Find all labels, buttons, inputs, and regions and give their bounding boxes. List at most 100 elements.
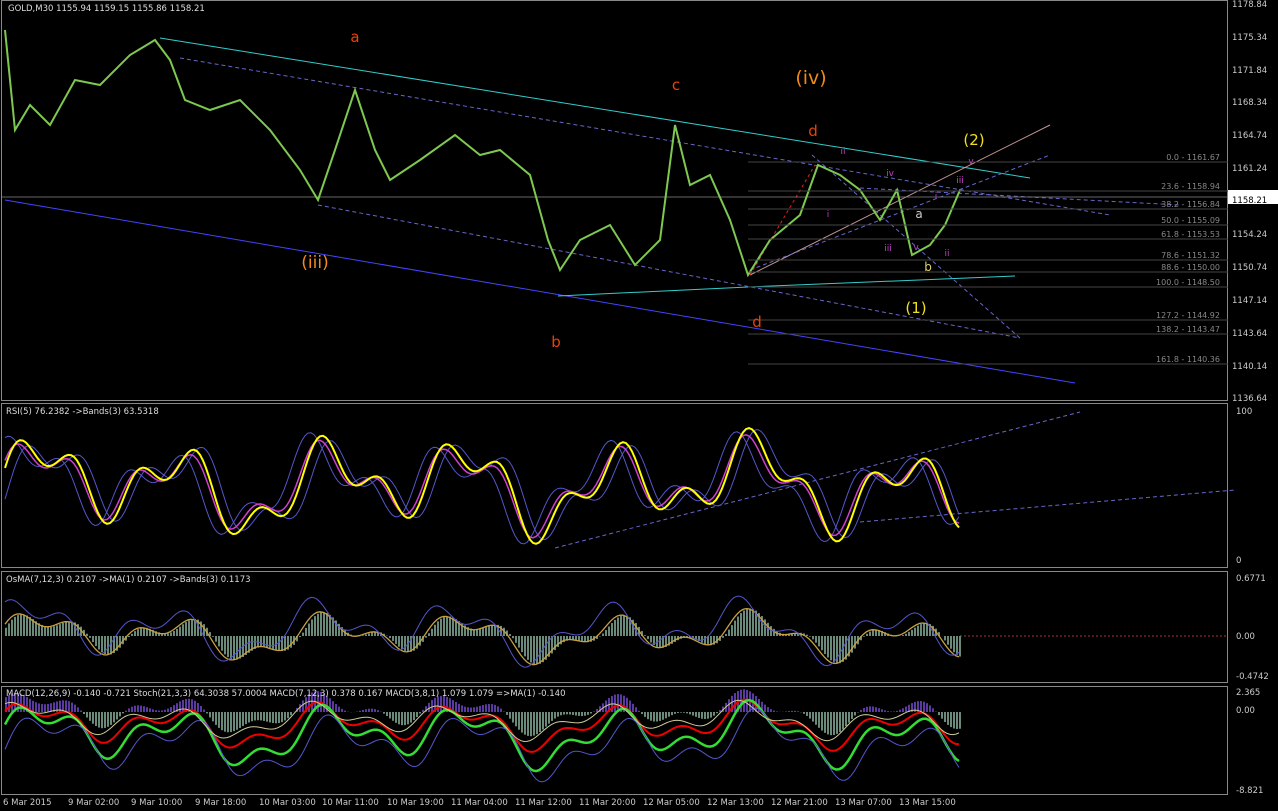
macd-hist: [131, 706, 133, 712]
macd-hist: [917, 701, 919, 712]
stoch: [3, 698, 960, 773]
macd-hist: [473, 707, 475, 712]
osma-bar: [440, 618, 442, 636]
osma-bar: [467, 627, 469, 636]
fib-label: 88.6 - 1150.00: [1161, 263, 1220, 272]
osma-bar: [578, 636, 580, 641]
osma-bar: [545, 636, 547, 660]
wave-label: iii: [956, 176, 964, 186]
osma-bar: [71, 621, 73, 636]
macd-hist: [827, 712, 829, 735]
osma-bar: [269, 636, 271, 648]
macd-hist: [98, 712, 100, 728]
fib-label: 50.0 - 1155.09: [1161, 216, 1220, 225]
macd-hist: [533, 712, 535, 736]
osma-bar: [20, 614, 22, 636]
osma-bar: [431, 628, 433, 636]
macd-hist: [953, 712, 955, 729]
osma-bar: [395, 636, 397, 644]
wave-label: c: [672, 76, 680, 94]
macd-hist: [107, 712, 109, 727]
osma-bar: [836, 636, 838, 664]
osma-bar: [239, 636, 241, 659]
osma-bar: [947, 636, 949, 645]
wave-label: b: [924, 260, 932, 274]
osma-bar: [338, 623, 340, 636]
macd-fast: [4, 707, 960, 783]
macd-hist: [125, 710, 127, 712]
osma-bar: [218, 636, 220, 647]
osma-bar: [635, 623, 637, 636]
macd-hist: [668, 712, 670, 717]
macd-hist: [539, 712, 541, 733]
osma-bar: [650, 636, 652, 643]
osma-bar: [584, 636, 586, 642]
macd-hist: [548, 712, 550, 724]
osma-bar: [884, 632, 886, 636]
macd-hist: [35, 702, 37, 712]
osma-bar: [521, 636, 523, 653]
osma-bar: [821, 636, 823, 651]
time-label: 9 Mar 10:00: [131, 798, 182, 808]
macd-hist: [653, 712, 655, 722]
macd-hist: [341, 708, 343, 712]
macd-hist: [704, 712, 706, 720]
osma-bar: [308, 623, 310, 636]
macd-hist: [134, 705, 136, 712]
osma-bar: [653, 636, 655, 646]
macd-hist: [701, 712, 703, 719]
osma-bar: [875, 629, 877, 636]
osma-bar: [158, 632, 160, 636]
macd-hist: [911, 703, 913, 712]
macd-hist: [824, 712, 826, 733]
osma-bar: [449, 616, 451, 636]
osma-bar: [743, 610, 745, 636]
osma-bar: [950, 636, 952, 649]
fib-label: 61.8 - 1153.53: [1161, 230, 1220, 239]
macd-hist: [488, 703, 490, 712]
osma-bar: [284, 636, 286, 651]
osma-bar: [17, 615, 19, 636]
macd-hist: [794, 710, 796, 712]
fib-label: 23.6 - 1158.94: [1161, 182, 1220, 191]
osma-bar: [191, 619, 193, 636]
macd-hist: [881, 709, 883, 712]
osma-bar: [86, 633, 88, 636]
macd-hist: [476, 706, 478, 712]
macd-hist: [368, 708, 370, 712]
macd-hist: [848, 712, 850, 723]
price-label: 1161.24: [1232, 164, 1267, 174]
macd-hist: [650, 712, 652, 721]
macd-hist: [290, 712, 292, 716]
osma-bar: [905, 633, 907, 636]
macd-hist: [188, 698, 190, 712]
macd-hist: [176, 703, 178, 712]
macd-hist: [383, 712, 385, 714]
macd-hist: [497, 706, 499, 712]
wave-label: v: [913, 243, 919, 253]
osma-bar: [164, 633, 166, 636]
macd-hist: [206, 712, 208, 714]
price-candles: [4, 29, 961, 278]
osma-bar: [632, 619, 634, 636]
macd-hist: [434, 697, 436, 712]
macd-slow: [4, 699, 960, 743]
time-label: 11 Mar 20:00: [579, 798, 636, 808]
time-label: 12 Mar 21:00: [771, 798, 828, 808]
osma-bar: [554, 636, 556, 651]
osma-bar: [188, 620, 190, 636]
osma-bar: [227, 636, 229, 658]
rsi-line: [4, 427, 960, 545]
macd-hist: [833, 712, 835, 736]
osma-bar: [464, 625, 466, 636]
macd-hist: [941, 712, 943, 719]
osma-bar: [212, 636, 214, 637]
osma-bar: [299, 636, 301, 638]
wave-label: (iii): [301, 253, 328, 273]
macd-hist: [530, 712, 532, 737]
macd-hist: [773, 710, 775, 712]
osma-bar: [833, 636, 835, 663]
osma-bar: [137, 629, 139, 636]
macd-hist: [389, 712, 391, 719]
osma-bar: [722, 636, 724, 638]
